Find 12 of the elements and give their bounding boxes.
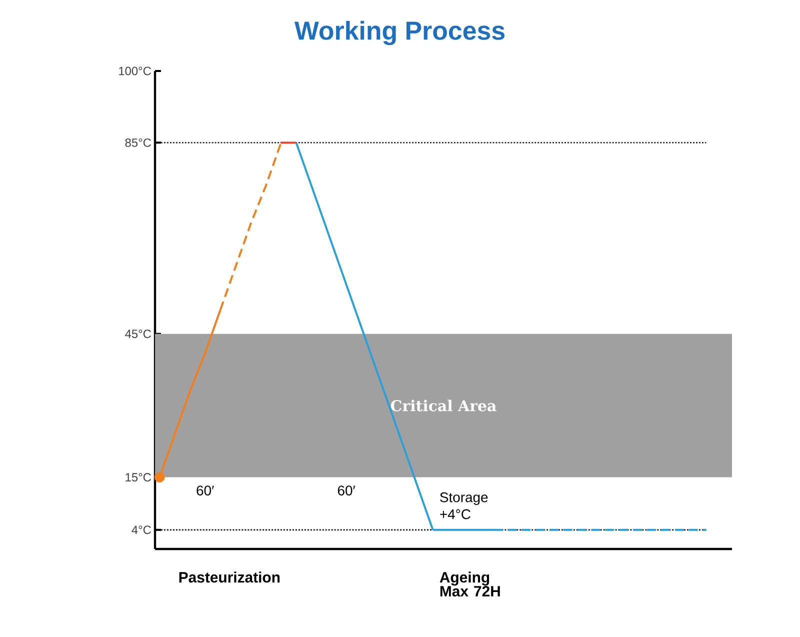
y-tick-label: 45°C [125,330,152,338]
y-tick-label: 85°C [125,138,152,147]
y-tick-label: 15°C [126,473,152,482]
annotation: 60′ [196,486,214,496]
text: Ageing Max 72H [440,572,500,597]
chart-title: Working Process [294,20,504,46]
text: Pasteurization [179,572,280,583]
y-tick-label: 4°C [132,526,152,534]
annotation: Storage +4°C [440,492,488,520]
annotation: 60′ [338,486,356,496]
y-tick-label: 100°C [119,66,152,76]
band-label: Critical Area [390,400,496,412]
